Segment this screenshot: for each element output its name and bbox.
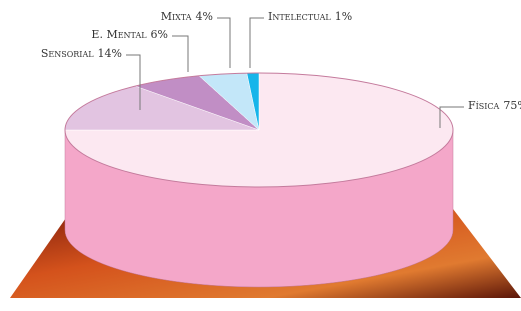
slice-value: 6% [151,28,168,41]
slice-name: Física [468,99,500,112]
slice-label: Mixta 4% [161,10,213,23]
leader-line [217,18,230,68]
leader-line [250,18,264,68]
slice-value: 14% [98,47,122,60]
slice-name: Sensorial [41,47,94,60]
chart: Física75% Sensorial 14% E. Mental 6% Mixta 4% I… [0,0,521,311]
slice-label: Sensorial 14% [41,47,122,60]
slice-value: 75% [503,99,521,112]
slice-value: 1% [335,10,352,23]
slice-name: Mixta [161,10,192,23]
slice-label: E. Mental 6% [91,28,168,41]
slice-name: E. Mental [91,28,147,41]
slice-label: Intelectual 1% [268,10,352,23]
pie [65,73,453,287]
slice-value: 4% [196,10,213,23]
slice-name: Intelectual [268,10,331,23]
leader-line [172,36,188,72]
